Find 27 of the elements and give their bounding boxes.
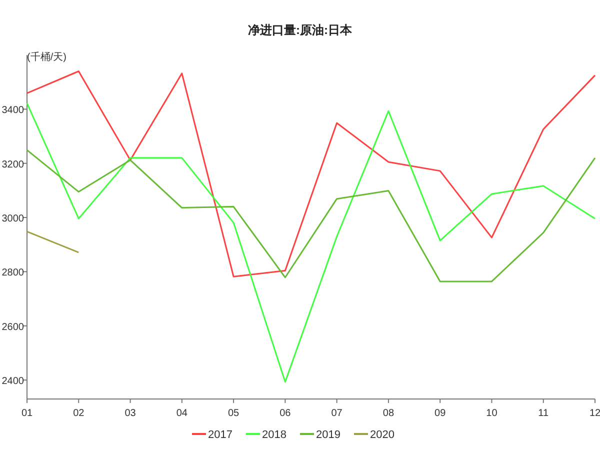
x-tick-label: 01 [21, 408, 33, 419]
y-tick-label: 2800 [2, 268, 24, 279]
x-tick-label: 10 [486, 408, 498, 419]
y-tick-label: 3400 [2, 105, 24, 116]
chart-title: 净进口量:原油:日本 [248, 23, 353, 37]
y-tick-label: 3200 [2, 159, 24, 170]
y-tick-label: 2600 [2, 322, 24, 333]
x-tick-label: 12 [589, 408, 600, 419]
legend-label: 2019 [316, 429, 340, 441]
legend-label: 2018 [262, 429, 286, 441]
y-axis-title: (千桶/天) [27, 51, 66, 63]
x-tick-label: 02 [73, 408, 85, 419]
x-tick-label: 04 [176, 408, 188, 419]
line-series [26, 70, 596, 278]
y-tick-label: 2400 [2, 376, 24, 388]
x-tick-label: 05 [228, 408, 240, 419]
x-tick-label: 11 [538, 408, 549, 419]
line-series [26, 149, 596, 282]
x-tick-label: 08 [382, 408, 394, 419]
x-tick-label: 07 [331, 408, 343, 419]
line-series [26, 102, 596, 383]
legend-label: 2017 [208, 429, 232, 441]
legend-label: 2020 [370, 429, 394, 441]
x-tick-label: 03 [124, 408, 136, 419]
x-tick-label: 06 [280, 408, 292, 419]
x-tick-label: 09 [434, 408, 446, 419]
y-tick-label: 3000 [2, 214, 24, 225]
